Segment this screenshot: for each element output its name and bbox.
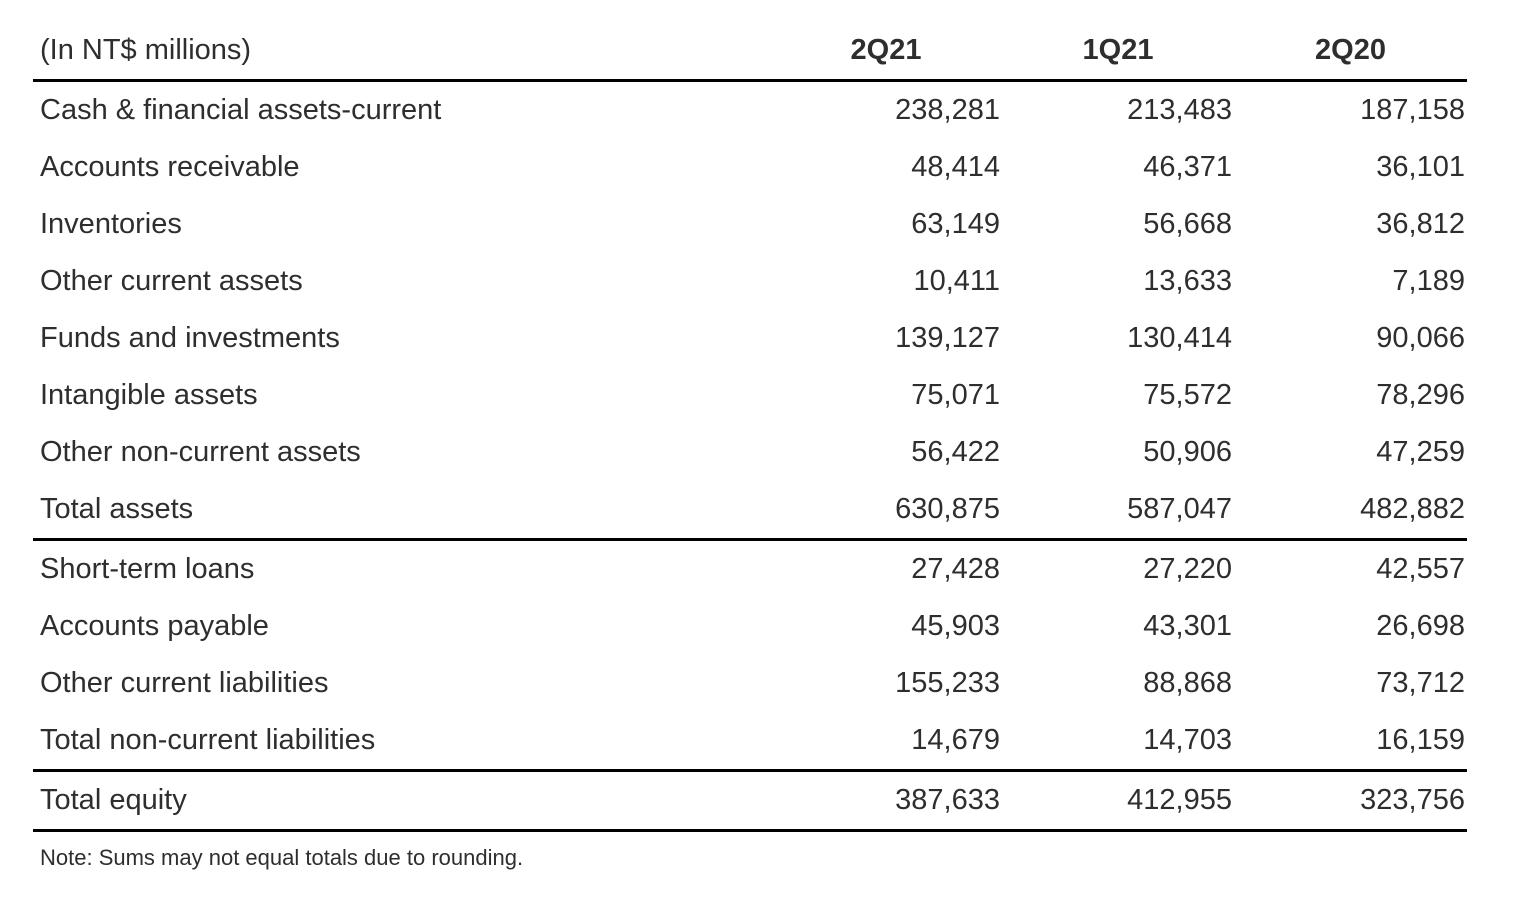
cell-value: 139,127 [895, 322, 1000, 354]
cell-value: 56,668 [1143, 208, 1232, 240]
row-label: Other non-current assets [40, 436, 361, 468]
cell-value: 27,428 [911, 553, 1000, 585]
row-label: Funds and investments [40, 322, 340, 354]
table-row: Accounts payable 45,903 43,301 26,698 [33, 598, 1467, 655]
cell-value: 155,233 [895, 667, 1000, 699]
cell-value: 88,868 [1143, 667, 1232, 699]
cell-value: 587,047 [1002, 481, 1234, 541]
cell-value: 213,483 [1127, 94, 1232, 126]
row-label: Short-term loans [40, 553, 255, 585]
cell-value: 42,557 [1376, 553, 1465, 585]
cell-value: 43,301 [1143, 610, 1232, 642]
cell-value: 7,189 [1392, 265, 1465, 297]
table-body: Cash & financial assets-current 238,281 21… [33, 81, 1467, 832]
total-row: Total assets 630,875 587,047 482,882 [33, 481, 1467, 541]
cell-value: 27,220 [1143, 553, 1232, 585]
cell-value: 56,422 [911, 436, 1000, 468]
row-label: Inventories [40, 208, 182, 240]
cell-value: 16,159 [1234, 712, 1467, 772]
row-label: Total non-current liabilities [33, 712, 770, 772]
row-label: Other current assets [40, 265, 303, 297]
cell-value: 50,906 [1143, 436, 1232, 468]
row-label: Accounts payable [40, 610, 269, 642]
cell-value: 45,903 [911, 610, 1000, 642]
rounding-footnote: Note: Sums may not equal totals due to r… [40, 845, 524, 870]
cell-value: 323,756 [1234, 770, 1467, 832]
column-header-2q20: 2Q20 [1234, 22, 1467, 82]
cell-value: 75,071 [911, 379, 1000, 411]
cell-value: 14,679 [770, 712, 1002, 772]
table-row: Funds and investments 139,127 130,414 90,06… [33, 310, 1467, 367]
column-header-2q21: 2Q21 [770, 22, 1002, 82]
cell-value: 75,572 [1143, 379, 1232, 411]
cell-value: 78,296 [1376, 379, 1465, 411]
table-row: Inventories 63,149 56,668 36,812 [33, 196, 1467, 253]
cell-value: 630,875 [770, 481, 1002, 541]
cell-value: 73,712 [1376, 667, 1465, 699]
cell-value: 36,812 [1376, 208, 1465, 240]
unit-label: (In NT$ millions) [33, 22, 770, 82]
cell-value: 46,371 [1143, 151, 1232, 183]
cell-value: 26,698 [1376, 610, 1465, 642]
cell-value: 387,633 [770, 770, 1002, 832]
cell-value: 482,882 [1234, 481, 1467, 541]
cell-value: 187,158 [1360, 94, 1465, 126]
table-row: Intangible assets 75,071 75,572 78,296 [33, 367, 1467, 424]
cell-value: 13,633 [1143, 265, 1232, 297]
cell-value: 130,414 [1127, 322, 1232, 354]
balance-sheet-slide: (In NT$ millions) 2Q21 1Q21 2Q20 Cash & … [33, 22, 1467, 870]
cell-value: 90,066 [1376, 322, 1465, 354]
cell-value: 47,259 [1376, 436, 1465, 468]
table-row: Other current assets 10,411 13,633 7,189 [33, 253, 1467, 310]
cell-value: 412,955 [1002, 770, 1234, 832]
row-label: Accounts receivable [40, 151, 300, 183]
cell-value: 63,149 [911, 208, 1000, 240]
row-label: Total assets [33, 481, 770, 541]
column-header-1q21: 1Q21 [1002, 22, 1234, 82]
table-row: Other current liabilities 155,233 88,868 73… [33, 655, 1467, 712]
table-row: Other non-current assets 56,422 50,906 47,2… [33, 424, 1467, 481]
cell-value: 14,703 [1002, 712, 1234, 772]
row-label: Other current liabilities [40, 667, 329, 699]
table-row: Accounts receivable 48,414 46,371 36,101 [33, 139, 1467, 196]
cell-value: 238,281 [895, 94, 1000, 126]
cell-value: 10,411 [913, 265, 1000, 297]
row-label: Cash & financial assets-current [40, 94, 442, 126]
table-row: Cash & financial assets-current 238,281 21… [33, 81, 1467, 140]
row-label: Intangible assets [40, 379, 258, 411]
total-row: Total non-current liabilities 14,679 14,70… [33, 712, 1467, 772]
cell-value: 48,414 [911, 151, 1000, 183]
cell-value: 36,101 [1376, 151, 1465, 183]
header-row: (In NT$ millions) 2Q21 1Q21 2Q20 [33, 22, 1467, 82]
table-row: Short-term loans 27,428 27,220 42,557 [33, 540, 1467, 599]
balance-sheet-table: (In NT$ millions) 2Q21 1Q21 2Q20 Cash & … [33, 22, 1467, 832]
row-label: Total equity [33, 770, 770, 832]
total-row: Total equity 387,633 412,955 323,756 [33, 770, 1467, 832]
